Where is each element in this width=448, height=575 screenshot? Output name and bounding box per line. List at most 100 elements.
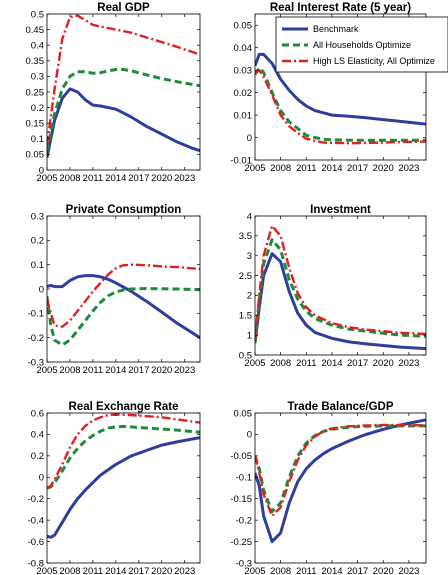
y-tick-label: -0.05 [230, 451, 252, 462]
x-tick-label: 2017 [347, 566, 368, 575]
y-tick-label: -0.2 [28, 494, 44, 505]
y-tick-label: 0.5 [31, 9, 44, 20]
x-tick-label: 2023 [398, 358, 419, 369]
y-tick-label: 0.4 [31, 430, 44, 441]
y-tick-label: 0.02 [234, 88, 253, 99]
y-tick-label: 0.5 [239, 350, 252, 361]
x-tick-label: 2008 [270, 163, 291, 174]
y-tick-label: 3 [247, 251, 252, 262]
y-tick-label: 0.2 [31, 236, 44, 247]
x-tick-label: 2014 [105, 365, 126, 376]
panel-title: Investment [310, 204, 371, 216]
series-line-benchmark [255, 52, 426, 126]
y-tick-label: 0 [247, 430, 252, 441]
y-tick-label: -0.6 [28, 537, 44, 548]
series-line-all_optimize [255, 424, 426, 514]
series-line-all_optimize [255, 66, 426, 142]
x-tick-label: 2020 [373, 358, 394, 369]
x-tick-label: 2005 [36, 365, 57, 376]
plot-frame [46, 13, 201, 171]
panel-2: Real Interest Rate (5 year) 2005 2008 2011 2… [230, 2, 427, 174]
x-tick-label: 2005 [36, 566, 57, 575]
x-tick-label: 2023 [174, 173, 195, 184]
y-tick-label: 0.3 [31, 211, 44, 222]
panel-1: Real GDP 2005 2008 2011 2014 2017 2020 2023 0 0.0… [26, 2, 201, 184]
series-line-all_optimize [255, 238, 426, 344]
x-tick-label: 2008 [270, 566, 291, 575]
x-tick-label: 2014 [321, 163, 342, 174]
x-tick-label: 2014 [321, 358, 342, 369]
y-tick-label: 0 [39, 284, 44, 295]
legend-label-all_optimize: All Households Optimize [313, 40, 411, 50]
x-tick-label: 2020 [151, 566, 172, 575]
x-tick-label: 2017 [347, 163, 368, 174]
y-tick-label: 0.04 [234, 43, 253, 54]
y-tick-label: 0.05 [26, 150, 45, 161]
x-tick-label: 2005 [244, 163, 265, 174]
plot-frame [254, 215, 427, 356]
plot-frame [254, 412, 427, 564]
x-tick-label: 2020 [151, 365, 172, 376]
y-tick-label: 0.05 [234, 408, 253, 419]
x-tick-label: 2023 [174, 365, 195, 376]
panel-5: Real Exchange Rate 2005 2008 2011 2014 2017 20… [28, 401, 201, 575]
x-tick-label: 2023 [398, 566, 419, 575]
y-tick-label: 0 [39, 473, 44, 484]
series-line-all_optimize [47, 287, 200, 347]
x-tick-label: 2008 [270, 358, 291, 369]
y-tick-label: 1 [247, 330, 252, 341]
x-tick-label: 2011 [83, 173, 103, 184]
panel-title: Trade Balance/GDP [287, 401, 393, 413]
x-tick-label: 2020 [151, 173, 172, 184]
x-tick-label: 2011 [83, 566, 103, 575]
y-tick-label: 2.5 [239, 271, 252, 282]
y-tick-label: -0.15 [230, 494, 252, 505]
y-tick-label: 0.3 [31, 72, 44, 83]
panel-6: Trade Balance/GDP 2005 2008 2011 2014 2017 202… [230, 401, 427, 575]
y-tick-label: -0.2 [28, 333, 44, 344]
y-tick-label: 0.2 [31, 103, 44, 114]
x-tick-label: 2017 [128, 566, 149, 575]
y-tick-label: 0.01 [234, 110, 253, 121]
series-line-high_ls [255, 423, 426, 518]
y-tick-label: 2 [247, 291, 252, 302]
series-line-high_ls [47, 263, 200, 328]
x-tick-label: 2011 [296, 566, 316, 575]
series-line-all_optimize [47, 424, 200, 490]
y-tick-label: 0.6 [31, 408, 44, 419]
panel-4: Investment 2005 2008 2011 2014 2017 2020 2023 0.… [239, 204, 427, 369]
y-tick-label: 1.5 [239, 311, 252, 322]
series-line-all_optimize [47, 68, 200, 152]
x-tick-label: 2005 [244, 358, 265, 369]
series-line-high_ls [255, 69, 426, 145]
series-line-high_ls [255, 224, 426, 342]
series-line-benchmark [255, 418, 426, 544]
x-tick-label: 2014 [105, 566, 126, 575]
y-tick-label: 0.15 [26, 119, 45, 130]
series-line-benchmark [47, 87, 200, 158]
plot-frame [254, 13, 427, 161]
x-tick-label: 2005 [244, 566, 265, 575]
y-tick-label: -0.8 [28, 558, 44, 569]
panel-title: Private Consumption [66, 204, 182, 216]
x-tick-label: 2008 [59, 566, 80, 575]
x-tick-label: 2008 [59, 365, 80, 376]
legend: Benchmark All Households Optimize High LS … [275, 16, 448, 73]
series-line-benchmark [47, 436, 200, 539]
y-tick-label: -0.01 [230, 155, 252, 166]
x-tick-label: 2017 [128, 173, 149, 184]
legend-label-benchmark: Benchmark [313, 24, 359, 34]
y-tick-label: 0 [247, 133, 252, 144]
x-tick-label: 2014 [105, 173, 126, 184]
x-tick-label: 2020 [373, 163, 394, 174]
legend-label-high_ls: High LS Elasticity, All Optimize [313, 56, 435, 66]
y-tick-label: -0.1 [28, 309, 44, 320]
panel-title: Real Exchange Rate [69, 401, 179, 413]
series-line-benchmark [47, 274, 200, 339]
x-tick-label: 2011 [296, 163, 316, 174]
y-tick-label: 0.25 [26, 87, 45, 98]
x-tick-label: 2011 [83, 365, 103, 376]
y-tick-label: -0.1 [236, 473, 252, 484]
